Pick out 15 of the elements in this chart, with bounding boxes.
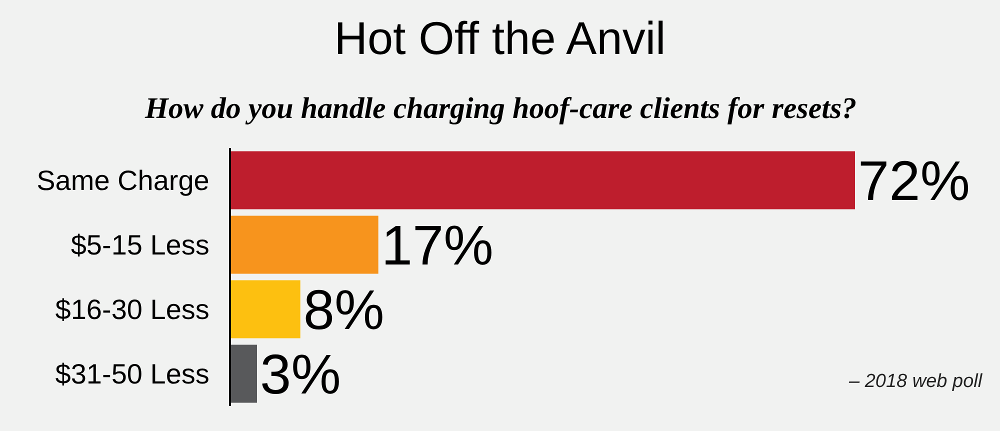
chart-subtitle: How do you handle charging hoof-care clients for resets?	[144, 92, 857, 125]
y-tick-label: Same Charge	[36, 165, 210, 196]
y-tick-label: $16-30 Less	[55, 294, 210, 326]
y-tick-label: $31-50 Less	[55, 358, 210, 390]
y-tick-label: $5-15 Less	[70, 230, 210, 261]
annotation: – 2018 web poll	[848, 371, 983, 392]
bar	[231, 280, 300, 338]
data-label: 3%	[260, 342, 341, 406]
data-label: 8%	[303, 278, 384, 341]
data-label: 72%	[858, 148, 970, 212]
bar	[231, 151, 855, 210]
chart-title: Hot Off the Anvil	[334, 12, 666, 64]
bar	[231, 216, 378, 274]
bar	[231, 344, 257, 403]
data-label: 17%	[381, 213, 494, 276]
